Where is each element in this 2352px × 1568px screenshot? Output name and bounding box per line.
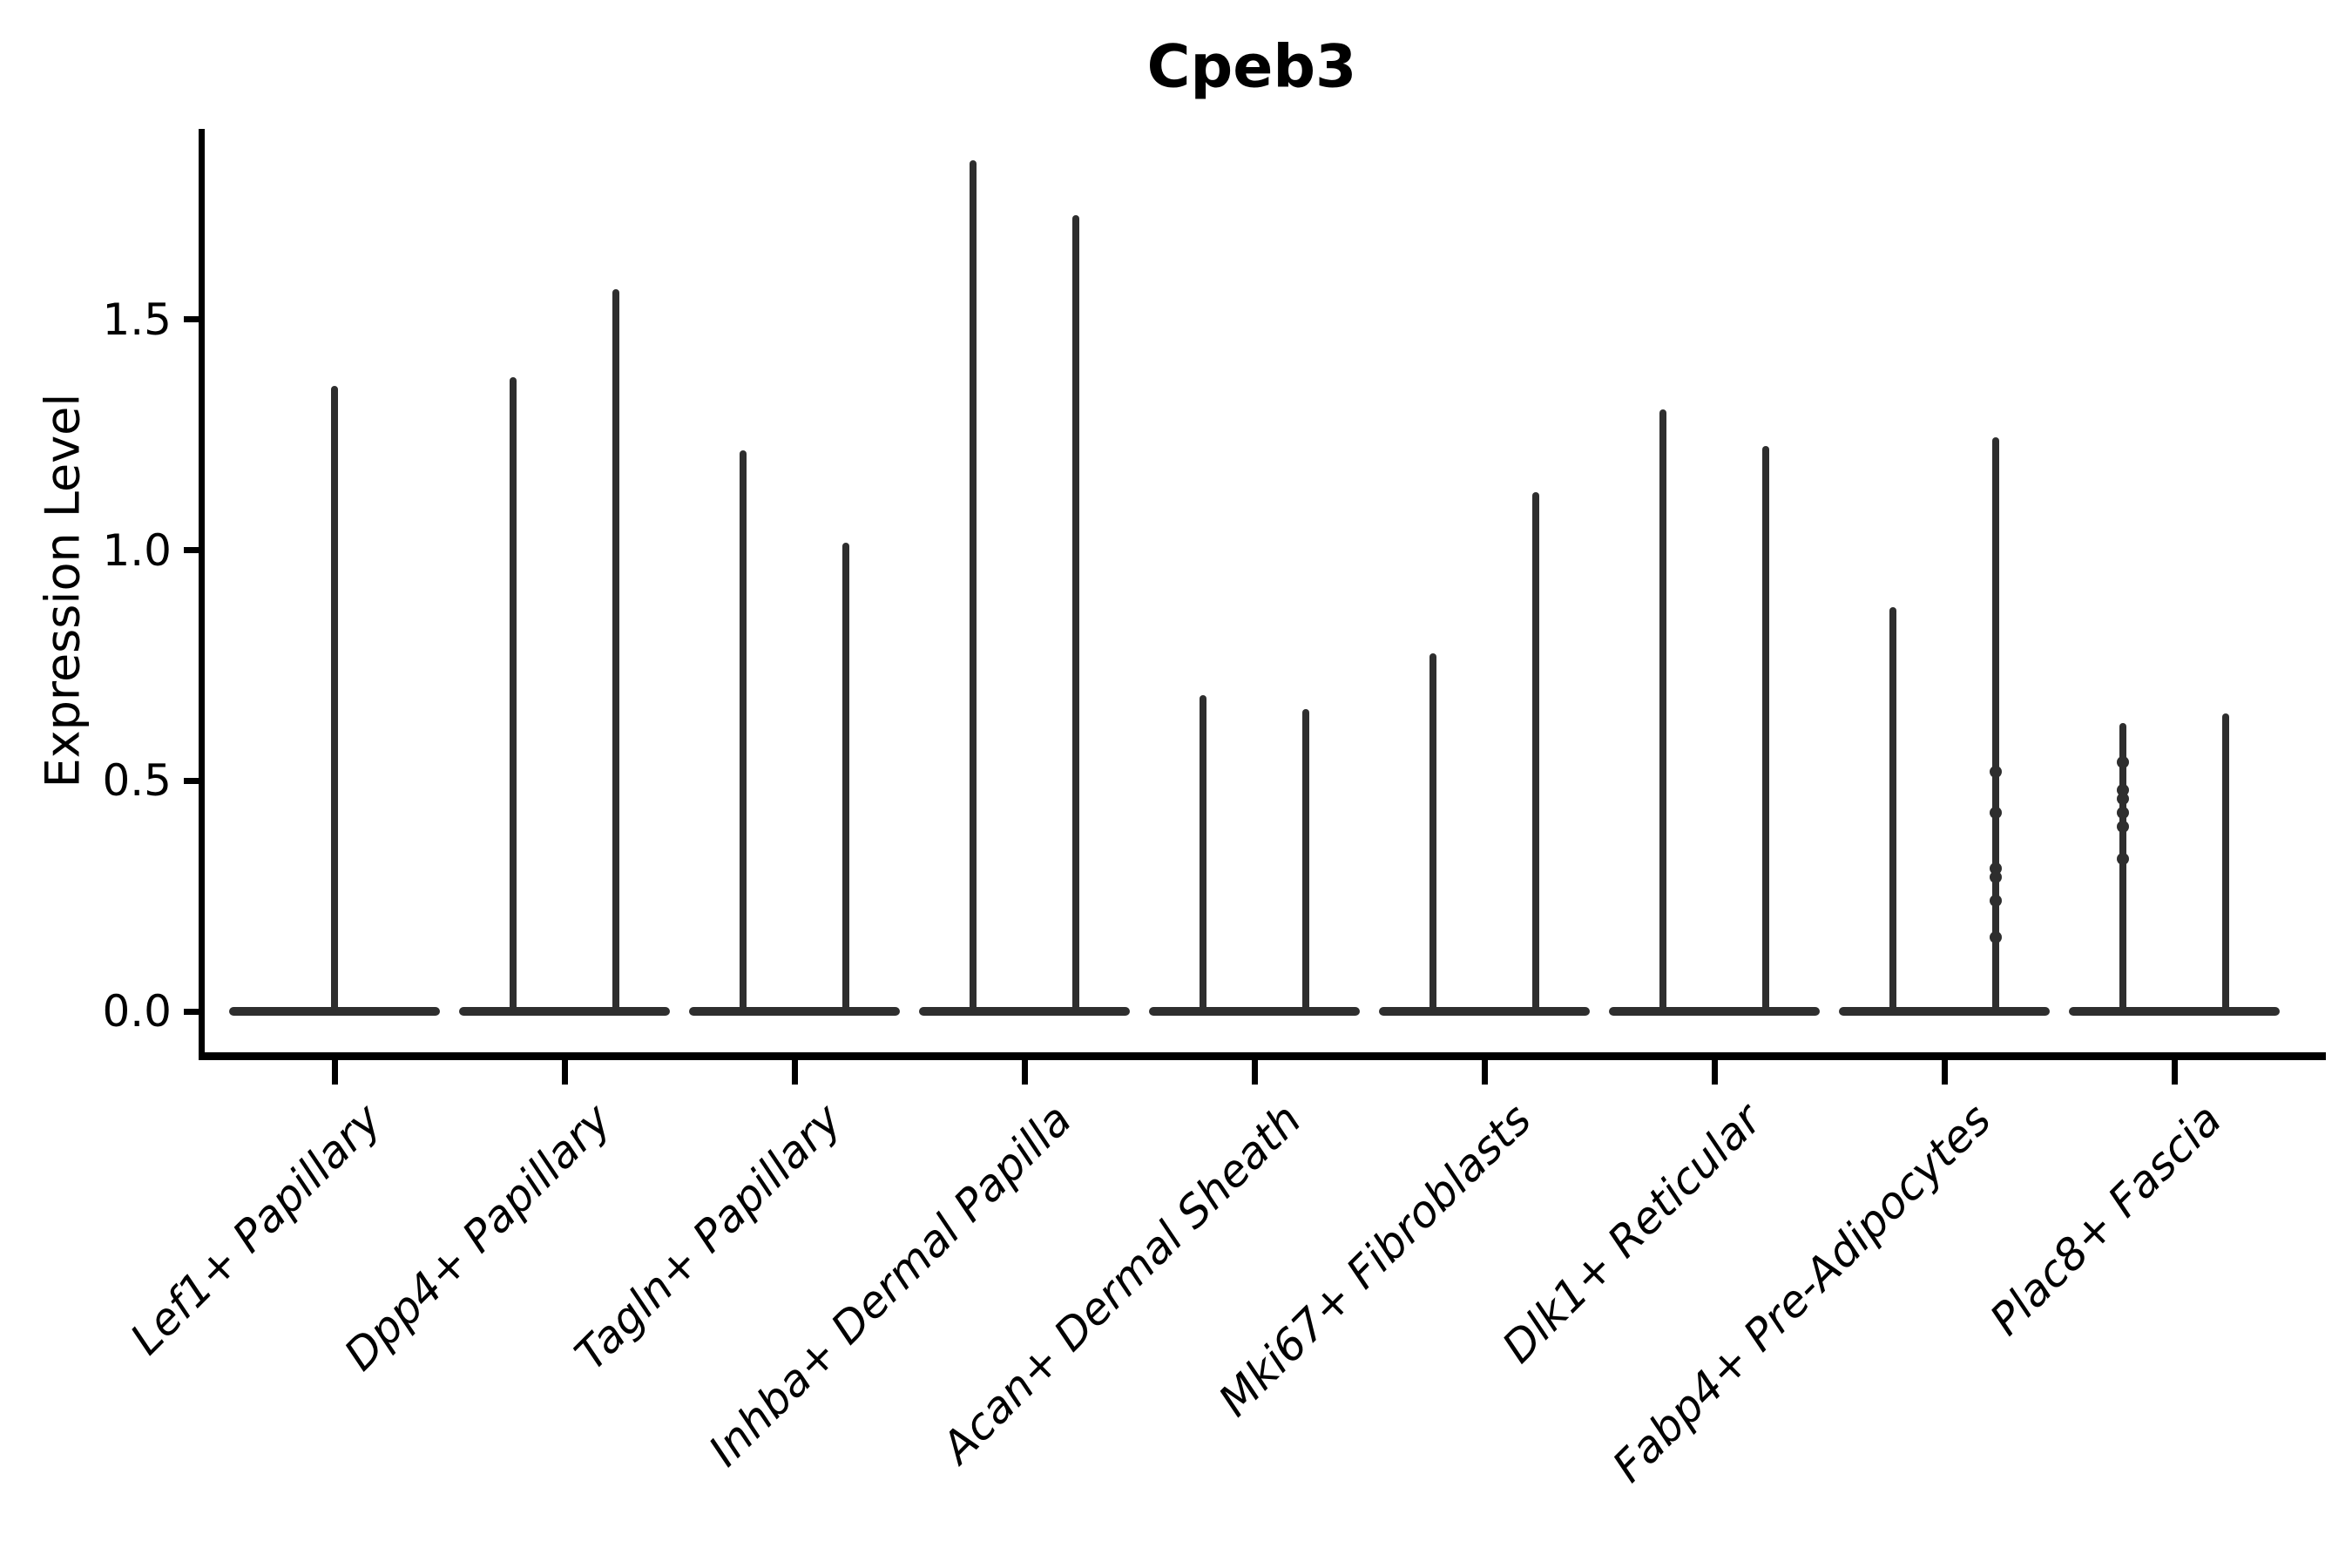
violin-baseline — [1149, 1007, 1360, 1016]
violin-spike — [1991, 436, 1999, 1011]
y-tick-label: 0.5 — [102, 755, 172, 807]
x-axis-label: Lef1+ Papillary — [120, 1094, 392, 1365]
x-tick — [791, 1060, 798, 1085]
jitter-point — [1989, 765, 2002, 778]
violin-spike — [2119, 722, 2127, 1011]
violin-spike — [970, 159, 977, 1011]
jitter-point — [2117, 756, 2130, 769]
jitter-point — [2117, 853, 2130, 866]
violin-baseline — [919, 1007, 1130, 1016]
violin-baseline — [1379, 1007, 1590, 1016]
chart-title: Cpeb3 — [1146, 32, 1357, 102]
jitter-point — [1989, 807, 2002, 820]
violin-spike — [1659, 409, 1667, 1011]
violin-spike — [612, 289, 619, 1011]
violin-baseline — [1609, 1007, 1820, 1016]
violin-spike — [2221, 713, 2229, 1011]
y-tick — [184, 777, 199, 784]
y-tick-label: 1.0 — [102, 524, 172, 576]
violin-baseline — [689, 1007, 900, 1016]
x-tick — [561, 1060, 568, 1085]
violin-spike — [1429, 653, 1437, 1011]
x-tick — [331, 1060, 338, 1085]
y-tick — [184, 316, 199, 323]
y-axis-spine — [199, 129, 205, 1060]
x-tick — [1251, 1060, 1258, 1085]
x-axis-spine — [199, 1052, 2326, 1060]
violin-spike — [1889, 607, 1897, 1011]
x-tick — [1941, 1060, 1948, 1085]
jitter-point — [2117, 807, 2130, 820]
violin-baseline — [229, 1007, 440, 1016]
violin-spike — [1200, 695, 1207, 1011]
jitter-point — [2117, 821, 2130, 834]
y-tick-label: 0.0 — [102, 986, 172, 1037]
y-tick — [184, 547, 199, 554]
jitter-point — [2117, 793, 2130, 806]
violin-baseline — [2069, 1007, 2280, 1016]
x-tick — [1021, 1060, 1028, 1085]
jitter-point — [2117, 783, 2130, 796]
x-tick — [1481, 1060, 1488, 1085]
violin-spike — [841, 543, 849, 1011]
y-axis-label: Expression Level — [35, 393, 91, 788]
x-tick — [2171, 1060, 2178, 1085]
violin-baseline — [1839, 1007, 2050, 1016]
jitter-point — [1989, 894, 2002, 907]
y-tick — [184, 1008, 199, 1015]
jitter-point — [1989, 871, 2002, 884]
violin-spike — [740, 450, 747, 1011]
y-tick-label: 1.5 — [102, 294, 172, 345]
violin-spike — [1761, 446, 1769, 1011]
violin-spike — [331, 386, 338, 1011]
violin-baseline — [459, 1007, 670, 1016]
x-axis-label: Fabp4+ Pre-Adipocytes — [1603, 1094, 2002, 1492]
violin-spike — [1301, 708, 1309, 1011]
x-tick — [1711, 1060, 1718, 1085]
violin-spike — [510, 376, 517, 1011]
violin-spike — [1071, 215, 1079, 1011]
violin-spike — [1531, 492, 1539, 1011]
x-axis-label: Plac8+ Fascia — [1980, 1094, 2232, 1345]
jitter-point — [1989, 931, 2002, 944]
jitter-point — [1989, 862, 2002, 875]
